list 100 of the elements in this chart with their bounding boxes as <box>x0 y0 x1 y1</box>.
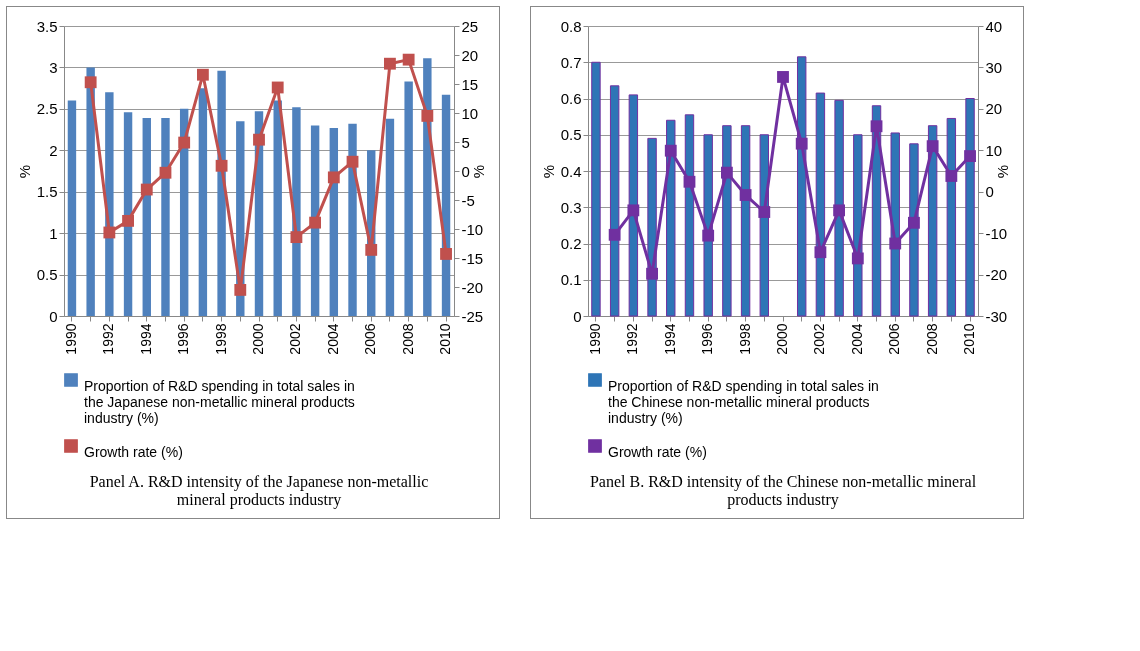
point <box>870 120 883 133</box>
y-tick-label: 3.5 <box>36 17 58 35</box>
bar <box>348 123 357 316</box>
point <box>140 183 153 196</box>
point <box>290 231 303 244</box>
x-tick-label: 1990 <box>586 323 603 355</box>
point <box>814 246 827 259</box>
bar <box>161 117 170 316</box>
y2-tick-label: -20 <box>461 278 484 296</box>
y-tick-label: 2 <box>49 141 58 159</box>
point <box>739 189 752 201</box>
x-tick-label: 2008 <box>399 323 416 355</box>
x-tick-label: 1990 <box>62 323 79 355</box>
y2-tick-label: -15 <box>461 249 484 267</box>
point <box>384 57 396 70</box>
y-tick-label: 1 <box>49 224 58 242</box>
y2-tick-label: -10 <box>461 220 484 238</box>
y-tick-label: 0.7 <box>560 53 582 71</box>
x-tick-label: 2006 <box>362 323 379 355</box>
y-tick-label: 0.5 <box>560 126 582 144</box>
y2-tick-label: 20 <box>985 100 1003 118</box>
y2-tick-label: -25 <box>461 307 484 325</box>
y2-tick-label: 20 <box>461 46 479 64</box>
point <box>833 204 846 217</box>
y2-tick-label: -5 <box>461 191 475 209</box>
bar <box>423 58 432 316</box>
point <box>926 140 939 153</box>
y2-tick-label: 0 <box>461 162 470 180</box>
point <box>720 166 733 179</box>
y-tick-label: 0 <box>573 307 582 325</box>
y2-tick-label: 10 <box>461 104 479 122</box>
x-tick-label: 2000 <box>774 323 790 355</box>
point <box>964 150 976 162</box>
y2-tick-label: -20 <box>985 266 1008 284</box>
point <box>851 252 864 265</box>
x-tick-label: 2004 <box>848 323 865 355</box>
x-tick-label: 2004 <box>324 323 341 355</box>
point <box>103 226 116 239</box>
y-tick-label: 0.2 <box>560 235 582 252</box>
point <box>327 171 340 184</box>
bar <box>591 61 601 317</box>
legend-label: Proportion of R&D spending in total sales in the Chinese non-metallic mineral products industry (%) <box>608 378 879 426</box>
point <box>646 267 658 280</box>
y2-tick-label: -10 <box>985 224 1008 242</box>
y-tick-label: 2.5 <box>36 100 58 118</box>
point <box>683 175 696 188</box>
bar <box>404 81 413 316</box>
x-tick-label: 2002 <box>287 323 304 355</box>
bar <box>86 67 95 316</box>
point <box>908 216 920 229</box>
point <box>664 144 677 157</box>
point <box>440 248 452 260</box>
bar <box>217 70 226 316</box>
point <box>346 155 359 168</box>
y2-tick-label: 0 <box>985 183 994 201</box>
x-tick-label: 1998 <box>212 323 229 355</box>
point <box>777 71 789 83</box>
point <box>196 68 209 81</box>
bar <box>105 92 114 316</box>
x-tick-label: 2010 <box>437 323 454 355</box>
point <box>159 166 172 179</box>
x-tick-label: 1994 <box>661 323 678 355</box>
point <box>178 136 191 149</box>
x-tick-label: 2000 <box>250 323 266 355</box>
y-tick-label: 0 <box>49 307 58 325</box>
legend-label: Growth rate (%) <box>608 444 707 460</box>
y-axis-title: % <box>539 164 557 179</box>
y2-axis-title: % <box>470 164 488 179</box>
bar <box>273 100 282 316</box>
point <box>402 53 415 66</box>
point <box>627 204 640 217</box>
point <box>84 76 97 89</box>
x-tick-label: 1996 <box>175 323 192 355</box>
bar <box>198 88 208 316</box>
point <box>309 216 322 229</box>
point <box>945 170 958 182</box>
point <box>253 133 265 146</box>
y-tick-label: 3 <box>49 58 58 76</box>
y-tick-label: 0.6 <box>560 90 582 107</box>
y-tick-label: 0.5 <box>36 266 58 284</box>
point <box>889 237 902 250</box>
point <box>365 243 378 256</box>
x-tick-label: 1992 <box>624 323 641 355</box>
point <box>608 228 621 241</box>
y-axis-title: % <box>15 164 33 179</box>
bar <box>142 117 151 316</box>
y-tick-label: 0.3 <box>560 198 582 216</box>
y2-tick-label: 25 <box>461 17 479 35</box>
text: Panel A. R&D intensity of the Japanese non-metallic mineral products industry <box>89 473 429 509</box>
y-tick-label: 0.8 <box>560 17 582 35</box>
x-tick-label: 1996 <box>699 323 716 355</box>
bar <box>67 100 77 316</box>
bar <box>385 118 395 316</box>
x-tick-label: 2006 <box>886 323 903 355</box>
y2-tick-label: -30 <box>985 307 1008 325</box>
y2-tick-label: 30 <box>985 58 1003 76</box>
legend-label: Proportion of R&D spending in total sales in the Japanese non-metallic mineral products industry (%) <box>84 378 355 426</box>
x-tick-label: 1992 <box>100 323 117 355</box>
y2-tick-label: 15 <box>461 75 479 93</box>
y2-tick-label: 40 <box>985 17 1003 35</box>
